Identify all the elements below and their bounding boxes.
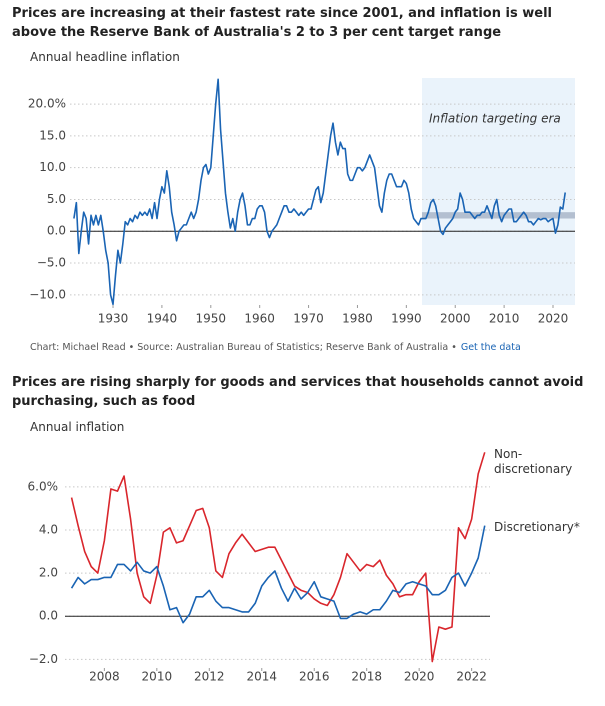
y-tick-label: 15.0 [39, 128, 66, 142]
y-tick-label: 0.0 [47, 224, 66, 238]
x-tick-label: 2010 [489, 312, 520, 326]
y-tick-label: 5.0 [47, 192, 66, 206]
chart-title: Prices are increasing at their fastest r… [12, 6, 552, 40]
line [70, 525, 486, 624]
x-tick-label: 2020 [404, 670, 435, 684]
series-label: Discretionary* [494, 520, 580, 534]
y-tick-label: −10.0 [29, 287, 66, 301]
x-tick-label: 1970 [293, 312, 324, 326]
chart-title: Prices are rising sharply for goods and … [12, 375, 584, 409]
y-tick-label: −2.0 [29, 652, 58, 666]
source: Chart: Michael Read • Source: Australian… [30, 342, 457, 353]
shaded-region [421, 78, 575, 305]
x-tick-label: 2014 [246, 670, 277, 684]
line [73, 78, 567, 306]
x-tick-label: 2020 [538, 312, 569, 326]
x-tick-label: 2022 [456, 670, 487, 684]
x-tick-label: 2016 [299, 670, 330, 684]
series-label: Non-discretionary [494, 447, 573, 476]
y-tick-label: 4.0 [39, 522, 58, 536]
x-tick-label: 1990 [391, 312, 422, 326]
x-tick-label: 1930 [98, 312, 129, 326]
x-tick-label: 2012 [194, 670, 225, 684]
x-tick-label: 1950 [196, 312, 227, 326]
x-tick-label: 2018 [351, 670, 382, 684]
line [70, 452, 486, 663]
x-tick-label: 2008 [89, 670, 120, 684]
y-tick-label: −5.0 [37, 256, 66, 270]
x-tick-label: 2000 [440, 312, 471, 326]
y-tick-label: 20.0% [28, 97, 66, 111]
y-tick-label: 2.0 [39, 566, 58, 580]
axis-label: Annual headline inflation [30, 50, 180, 64]
x-tick-label: 2010 [142, 670, 173, 684]
x-tick-label: 1940 [147, 312, 178, 326]
annotation: Inflation targeting era [429, 112, 561, 126]
y-tick-label: 0.0 [39, 609, 58, 623]
axis-label: Annual inflation [30, 420, 125, 434]
y-tick-label: 10.0 [39, 160, 66, 174]
y-tick-label: 6.0% [28, 479, 59, 493]
x-tick-label: 1980 [342, 312, 373, 326]
footer: Chart: Michael Read • Source: Australian… [30, 342, 521, 353]
x-tick-label: 1960 [244, 312, 275, 326]
data-link[interactable]: Get the data [460, 342, 521, 353]
